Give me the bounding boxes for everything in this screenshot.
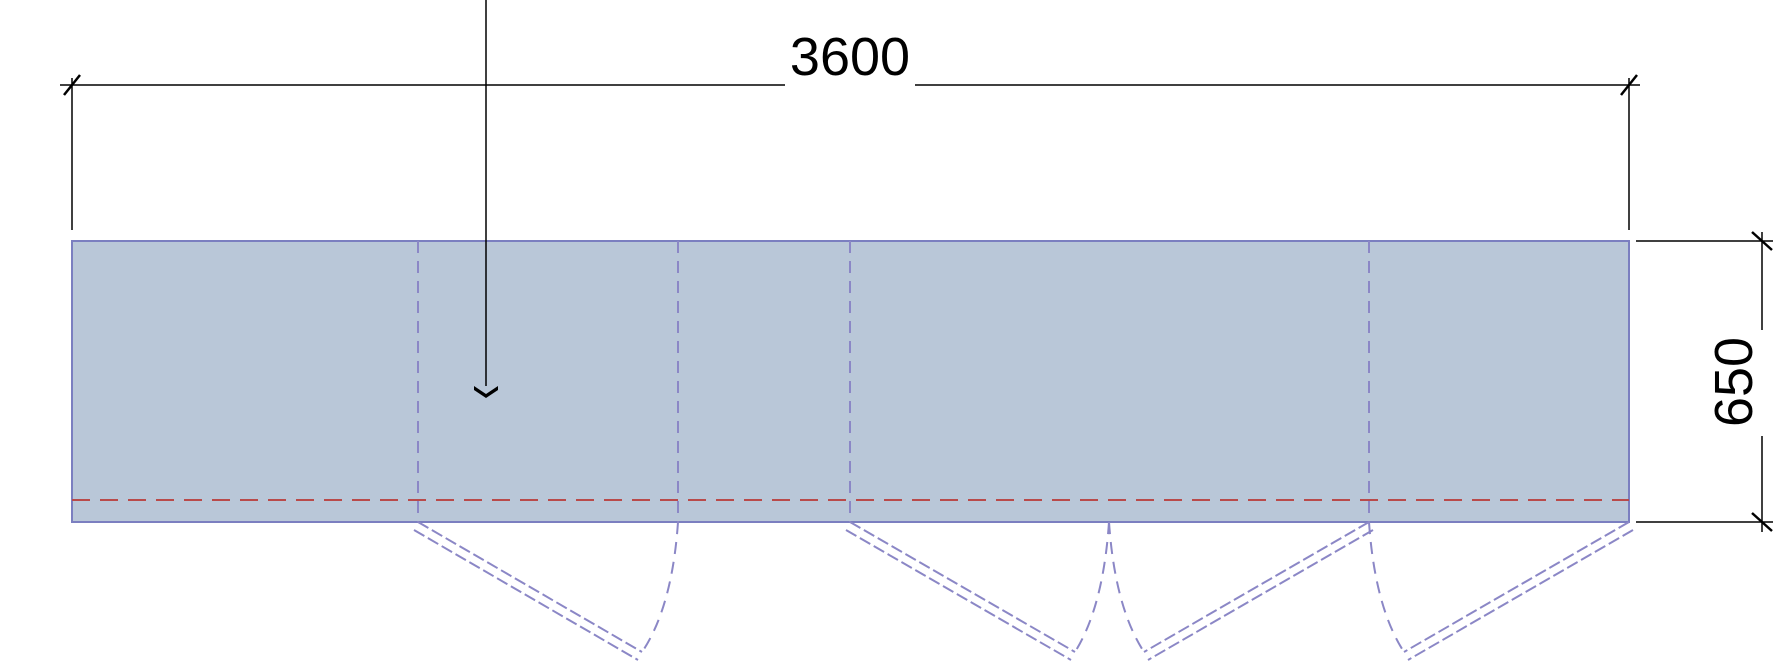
- tick-mark-bottom: [1751, 512, 1773, 532]
- width-dimension: [60, 74, 1640, 230]
- door-4: [1368, 521, 1634, 661]
- door-3: [1108, 521, 1374, 661]
- depth-dimension-label: 650: [1704, 337, 1764, 427]
- leader-arrow: [474, 0, 498, 398]
- depth-dimension: [1636, 231, 1773, 532]
- door-1: [413, 521, 679, 661]
- cabinet-dividers: [417, 241, 1370, 522]
- tick-mark-left: [63, 74, 81, 96]
- door-swings: [413, 521, 1634, 661]
- tick-mark-top: [1751, 231, 1773, 251]
- tick-mark-right: [1620, 74, 1638, 96]
- arrow-head-icon: [474, 386, 498, 398]
- door-2: [845, 521, 1110, 661]
- width-dimension-label: 3600: [790, 27, 910, 87]
